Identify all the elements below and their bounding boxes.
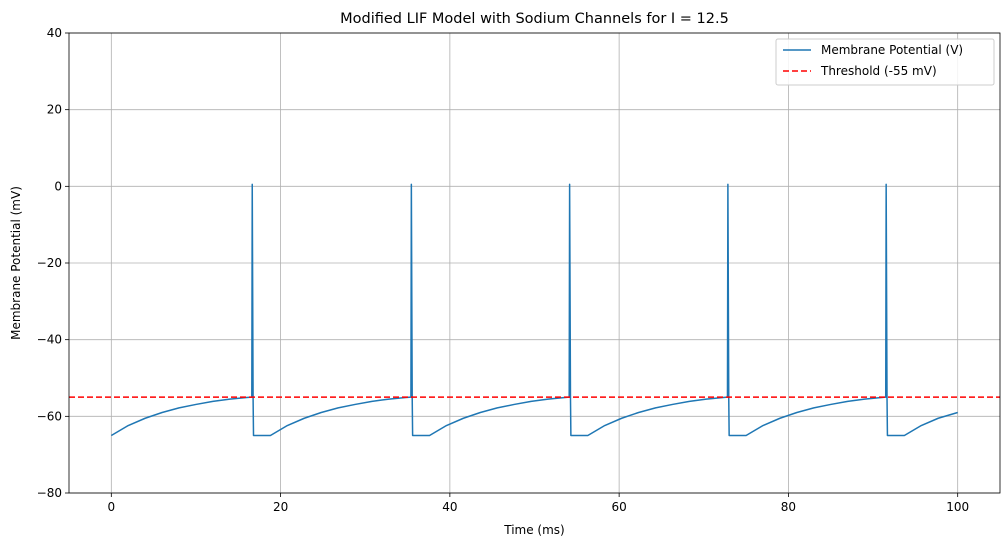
ticks: 0 20 40 60 80 100 −80 −60 −40 −20 0 20 40 xyxy=(37,26,969,514)
y-tick-label: 0 xyxy=(54,179,62,193)
y-tick-label: −80 xyxy=(37,486,62,500)
x-tick-label: 40 xyxy=(442,500,457,514)
series-group xyxy=(69,183,1000,437)
chart-title: Modified LIF Model with Sodium Channels … xyxy=(340,11,729,27)
legend: Membrane Potential (V) Threshold (-55 mV… xyxy=(775,38,995,86)
legend-box xyxy=(775,38,995,86)
x-tick-label: 80 xyxy=(781,500,796,514)
y-tick-label: −40 xyxy=(37,333,62,347)
y-tick-label: −60 xyxy=(37,409,62,423)
y-tick-label: 20 xyxy=(47,103,62,117)
x-axis-label: Time (ms) xyxy=(503,523,565,537)
x-tick-label: 100 xyxy=(946,500,969,514)
legend-label-threshold: Threshold (-55 mV) xyxy=(820,64,937,78)
x-tick-label: 20 xyxy=(273,500,288,514)
x-tick-label: 60 xyxy=(611,500,626,514)
x-tick-label: 0 xyxy=(107,500,115,514)
legend-label-membrane-potential: Membrane Potential (V) xyxy=(821,43,963,57)
y-tick-label: 40 xyxy=(47,26,62,40)
y-tick-label: −20 xyxy=(37,256,62,270)
y-axis-label: Membrane Potential (mV) xyxy=(9,186,23,340)
